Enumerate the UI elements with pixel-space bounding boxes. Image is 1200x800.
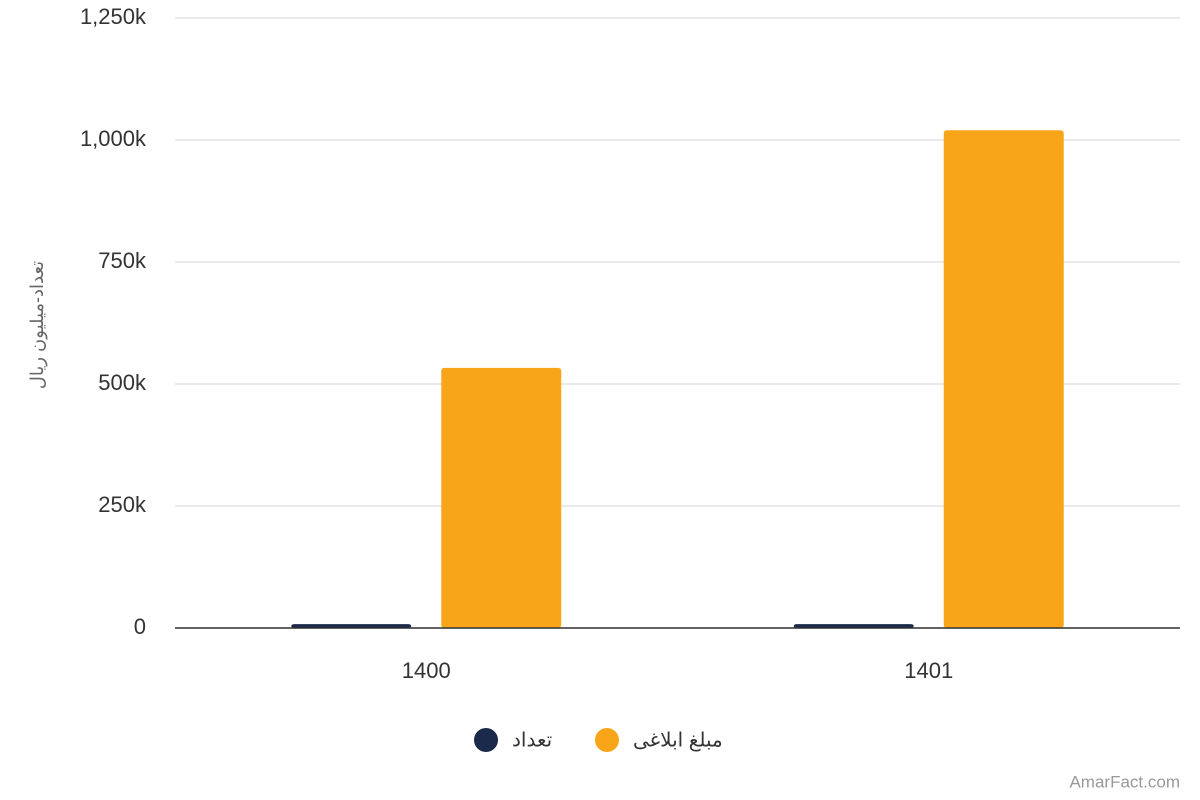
y-tick-label: 750k <box>98 248 147 273</box>
bar <box>291 624 412 628</box>
x-tick-label: 1401 <box>904 658 953 683</box>
legend-marker <box>595 728 619 752</box>
bar <box>441 367 562 628</box>
legend-marker <box>474 728 498 752</box>
y-axis-label: تعداد-میلیون ریال <box>27 261 48 389</box>
bar <box>943 130 1064 629</box>
credit: AmarFact.com <box>1069 772 1180 791</box>
y-tick-label: 0 <box>134 614 146 639</box>
y-tick-label: 250k <box>98 492 147 517</box>
y-tick-label: 1,250k <box>80 4 147 29</box>
bar <box>793 624 914 628</box>
x-tick-label: 1400 <box>402 658 451 683</box>
y-tick-label: 500k <box>98 370 147 395</box>
legend-label: مبلغ ابلاغی <box>633 729 723 751</box>
y-tick-label: 1,000k <box>80 126 147 151</box>
legend-label: تعداد <box>512 729 552 751</box>
